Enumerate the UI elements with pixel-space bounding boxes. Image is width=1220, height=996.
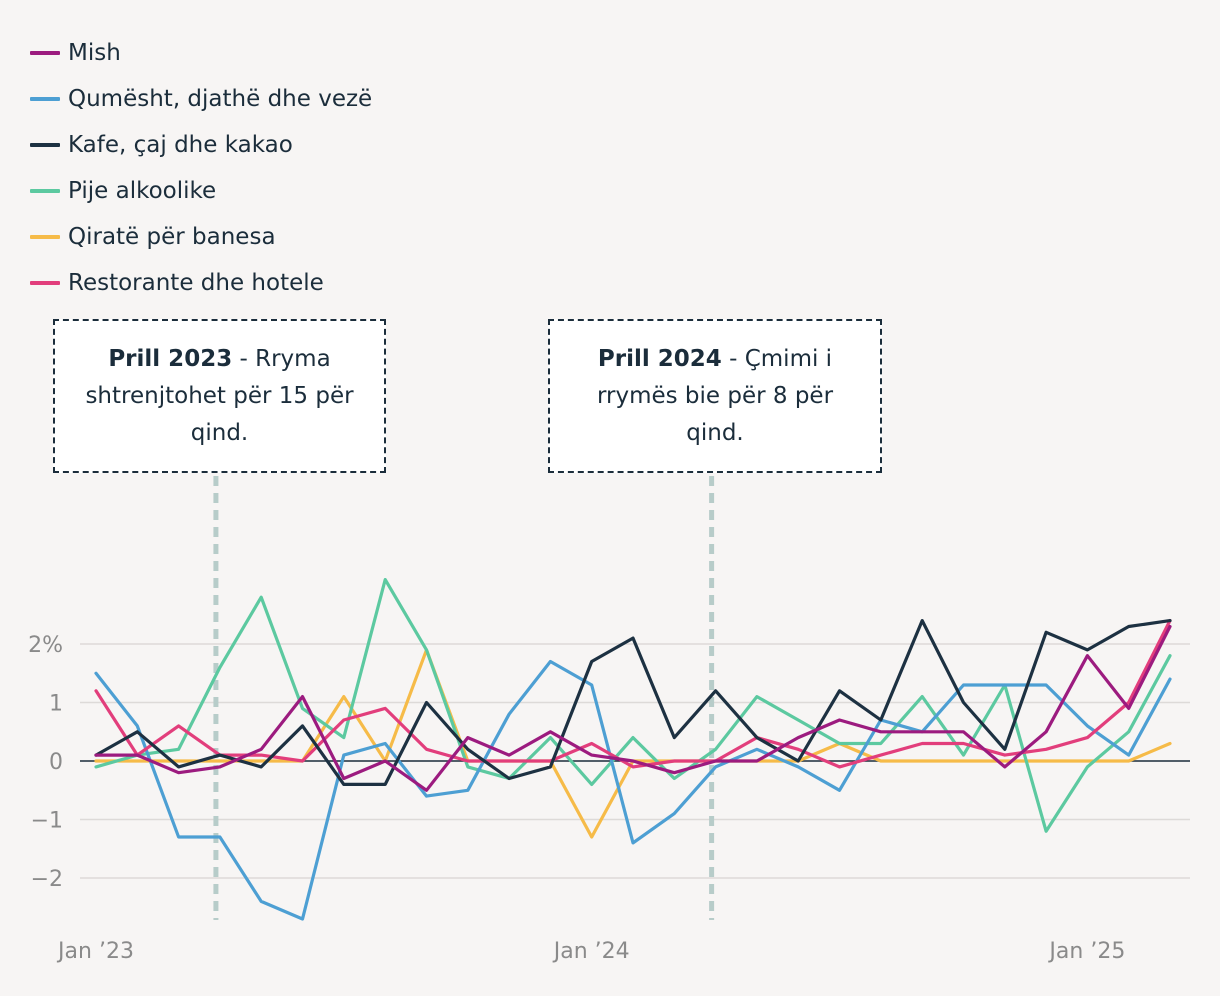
series-line-0 [94,624,1172,792]
series-line-2 [94,618,1172,787]
legend-swatch [30,235,60,239]
legend: Mish Qumësht, djathë dhe vezë Kafe, çaj dh… [30,30,372,306]
series-line-4 [94,648,1172,839]
annotation-april-2024: Prill 2024 - Çmimi i rrymës bie për 8 pë… [548,319,882,473]
legend-item: Qumësht, djathë dhe vezë [30,76,372,122]
series-line-1 [94,659,1172,921]
legend-swatch [30,97,60,101]
series-line-3 [94,577,1172,833]
legend-label: Mish [68,40,121,66]
legend-swatch [30,143,60,147]
legend-swatch [30,189,60,193]
legend-label: Qumësht, djathë dhe vezë [68,86,373,112]
y-tick-label: 1 [49,692,63,717]
legend-label: Qiratë për banesa [68,224,276,250]
legend-label: Restorante dhe hotele [68,270,324,296]
y-tick-label: −1 [31,809,63,834]
annotation-text: - Rryma shtrenjtohet për 15 për qind. [85,345,354,446]
annotation-title: Prill 2024 [597,345,722,372]
legend-label: Pije alkoolike [68,178,217,204]
x-tick-label: Jan ’24 [552,939,630,964]
annotation-april-2023: Prill 2023 - Rryma shtrenjtohet për 15 p… [53,319,386,473]
legend-item: Qiratë për banesa [30,214,372,260]
x-tick-label: Jan ’23 [56,939,134,964]
y-tick-label: 0 [49,750,63,775]
legend-item: Mish [30,30,372,76]
annotation-title: Prill 2023 [108,345,233,372]
series-line-5 [94,618,1172,769]
annotation-text: - Çmimi i rrymës bie për 8 për qind. [596,345,834,446]
legend-item: Restorante dhe hotele [30,260,372,306]
legend-label: Kafe, çaj dhe kakao [68,132,293,158]
y-tick-label: 2% [28,633,63,658]
x-tick-label: Jan ’25 [1047,939,1125,964]
legend-item: Pije alkoolike [30,168,372,214]
legend-swatch [30,281,60,285]
legend-item: Kafe, çaj dhe kakao [30,122,372,168]
y-tick-label: −2 [31,867,63,892]
legend-swatch [30,51,60,55]
